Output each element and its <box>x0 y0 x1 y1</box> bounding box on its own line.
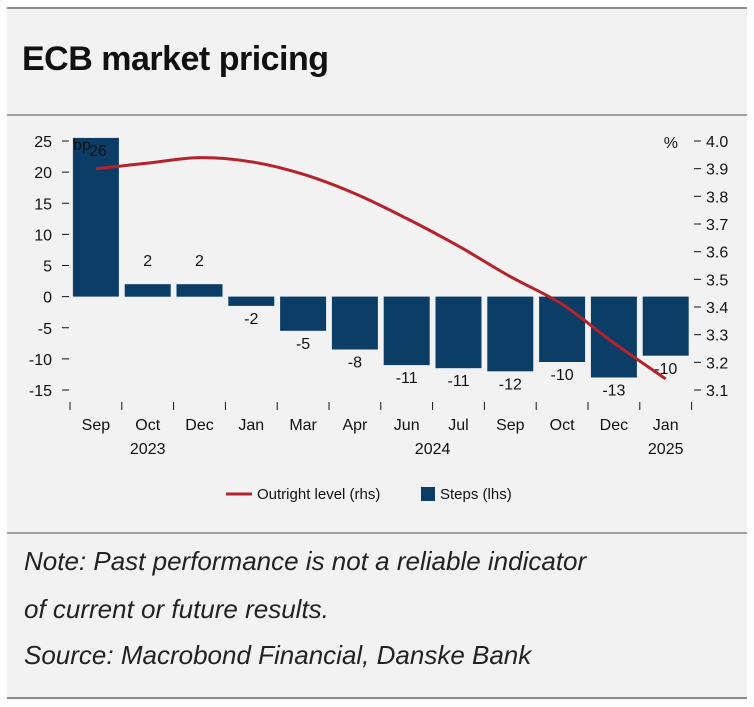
bar-5 <box>331 296 378 350</box>
notes-divider <box>7 532 747 534</box>
left-tick-label-2: 15 <box>34 196 52 213</box>
bar-4 <box>280 296 327 331</box>
year-label-2023: 2023 <box>130 441 166 458</box>
note-line-1: Note: Past performance is not a reliable… <box>24 546 587 576</box>
x-label-7: Jul <box>448 417 468 434</box>
left-tick-label-0: 25 <box>34 134 52 151</box>
legend-label-box: Steps (lhs) <box>440 486 512 503</box>
bar-8 <box>487 296 534 372</box>
x-label-3: Jan <box>238 417 264 434</box>
x-label-9: Oct <box>550 417 575 434</box>
bar-label-7: -11 <box>448 373 470 390</box>
line-series <box>95 156 667 381</box>
bar-label-10: -13 <box>602 383 625 400</box>
left-tick-label-5: 0 <box>43 290 52 307</box>
bar-11 <box>642 296 689 356</box>
right-tick-label-4: 3.6 <box>706 245 728 262</box>
bar-3 <box>228 296 275 306</box>
left-axis: 25 20 15 10 5 0 -5 -10 -15 bp <box>29 134 91 400</box>
bar-2 <box>176 284 223 297</box>
bar-6 <box>383 296 430 366</box>
title-divider <box>7 114 747 116</box>
bar-data-labels: 26 2 2 -2 -5 -8 -11 -11 -12 -10 -13 -10 <box>89 143 677 400</box>
outright-level-line <box>95 156 667 381</box>
right-tick-label-8: 3.2 <box>706 355 728 372</box>
left-axis-unit: bp <box>73 137 91 154</box>
x-label-2: Dec <box>185 417 213 434</box>
note-line-2: of current or future results. <box>24 594 329 624</box>
bar-label-3: -2 <box>244 311 258 328</box>
chart-canvas: 26 2 2 -2 -5 -8 -11 -11 -12 -10 -13 -10 25 20 15 10 5 0 -… <box>29 134 729 503</box>
source-line: Source: Macrobond Financial, Danske Bank <box>24 640 532 670</box>
bar-label-6: -11 <box>396 370 418 387</box>
bar-label-11: -10 <box>654 361 677 378</box>
year-label-2025: 2025 <box>648 441 684 458</box>
left-tick-label-8: -15 <box>29 383 52 400</box>
right-tick-label-1: 3.9 <box>706 162 728 179</box>
legend: Outright level (rhs) Steps (lhs) <box>226 486 512 503</box>
bar-label-4: -5 <box>296 336 310 353</box>
bar-label-9: -10 <box>551 367 574 384</box>
x-label-4: Mar <box>289 417 317 434</box>
right-tick-label-7: 3.3 <box>706 328 728 345</box>
bar-label-2: 2 <box>195 253 204 270</box>
right-tick-label-6: 3.4 <box>706 300 728 317</box>
x-label-8: Sep <box>496 417 525 434</box>
left-tick-label-6: -5 <box>38 321 52 338</box>
bar-7 <box>435 296 482 369</box>
right-axis: 4.0 3.9 3.8 3.7 3.6 3.5 3.4 3.3 3.2 3.1% <box>664 134 729 400</box>
right-tick-label-5: 3.5 <box>706 272 728 289</box>
left-tick-label-7: -10 <box>29 352 52 369</box>
top-rule <box>7 7 747 9</box>
x-label-0: Sep <box>82 417 111 434</box>
x-label-6: Jun <box>394 417 420 434</box>
x-label-11: Jan <box>653 417 679 434</box>
legend-swatch-box <box>421 487 435 501</box>
bar-0 <box>72 137 119 297</box>
right-axis-unit: % <box>664 135 678 152</box>
year-label-2024: 2024 <box>415 441 451 458</box>
left-tick-label-4: 5 <box>43 259 52 276</box>
bar-series <box>72 137 689 378</box>
bar-label-5: -8 <box>348 355 362 372</box>
chart-title: ECB market pricing <box>22 40 329 78</box>
left-tick-label-1: 20 <box>34 165 52 182</box>
right-tick-label-2: 3.8 <box>706 189 728 206</box>
bar-label-1: 2 <box>143 253 152 270</box>
bar-1 <box>124 284 171 297</box>
x-label-1: Oct <box>135 417 160 434</box>
legend-label-line: Outright level (rhs) <box>257 486 380 503</box>
x-label-10: Dec <box>600 417 628 434</box>
bar-label-0: 26 <box>89 143 107 160</box>
x-axis: Sep Oct Dec Jan Mar Apr Jun Jul Sep Oct Dec Jan 2023… <box>69 402 693 458</box>
bar-label-8: -12 <box>499 376 522 393</box>
left-tick-label-3: 10 <box>34 227 52 244</box>
right-tick-label-9: 3.1 <box>706 383 728 400</box>
bottom-rule <box>7 697 747 699</box>
right-tick-label-3: 3.7 <box>706 217 728 234</box>
bar-10 <box>590 296 637 378</box>
bar-9 <box>539 296 586 362</box>
x-label-5: Apr <box>342 417 368 434</box>
right-tick-label-0: 4.0 <box>706 134 728 151</box>
